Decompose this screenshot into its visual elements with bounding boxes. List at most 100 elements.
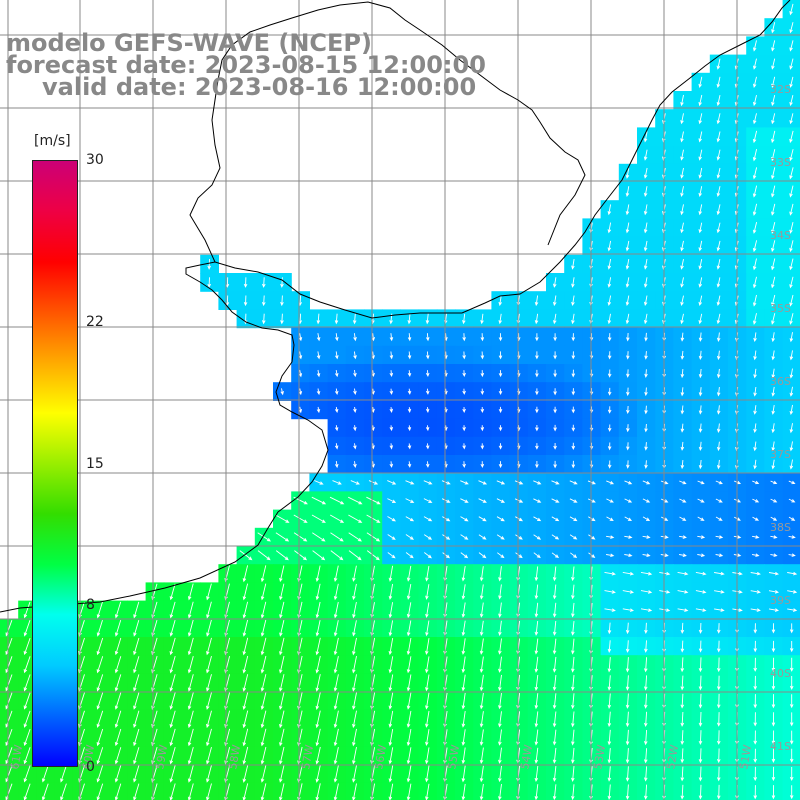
wind-arrow — [571, 566, 575, 582]
wind-arrow — [607, 442, 612, 451]
wind-arrow — [752, 294, 757, 307]
wind-arrow — [206, 637, 212, 656]
wind-arrow — [789, 294, 794, 307]
wind-arrow — [698, 94, 703, 107]
wind-arrow — [644, 442, 648, 451]
wind-arrow — [279, 746, 285, 765]
wind-arrow — [426, 333, 430, 342]
wind-arrow — [406, 638, 412, 656]
wind-arrow — [387, 516, 396, 522]
wind-arrow — [752, 76, 757, 89]
wind-arrow — [789, 130, 794, 144]
wind-arrow — [607, 369, 612, 378]
wind-arrow — [552, 566, 557, 582]
wind-arrow — [534, 674, 539, 692]
wind-arrow — [677, 571, 689, 576]
wind-arrow — [677, 590, 689, 594]
wind-arrow — [169, 655, 176, 674]
wind-arrow — [311, 514, 326, 523]
wind-arrow — [771, 167, 776, 180]
wind-arrow — [624, 498, 633, 503]
wind-arrow — [312, 550, 326, 561]
wind-arrow — [604, 608, 616, 612]
wind-arrow — [770, 480, 778, 485]
wind-arrow — [789, 221, 794, 234]
wind-arrow — [333, 674, 339, 692]
wind-arrow — [698, 711, 703, 727]
wind-arrow — [316, 333, 321, 342]
wind-arrow — [625, 675, 630, 691]
wind-arrow — [352, 583, 357, 601]
wind-arrow — [697, 535, 706, 539]
wind-arrow — [752, 113, 757, 125]
wind-arrow — [425, 584, 430, 600]
wind-arrow — [624, 480, 633, 485]
wind-arrow — [789, 94, 794, 107]
wind-arrow — [479, 638, 484, 655]
wind-arrow — [498, 388, 503, 396]
wind-arrow — [698, 423, 703, 433]
wind-arrow — [698, 350, 703, 361]
wind-arrow — [771, 694, 776, 709]
wind-arrow — [330, 550, 344, 561]
wind-arrow — [552, 747, 557, 764]
wind-arrow — [787, 571, 798, 576]
wind-arrow — [680, 693, 685, 709]
wind-arrow — [789, 276, 794, 289]
wind-arrow — [680, 441, 685, 451]
wind-arrow — [716, 167, 721, 179]
wind-arrow — [352, 637, 357, 656]
wind-arrow — [714, 571, 725, 576]
wind-arrow — [114, 619, 122, 637]
wind-arrow — [496, 498, 506, 503]
wind-arrow — [697, 553, 706, 558]
wind-arrow — [771, 113, 776, 125]
wind-arrow — [352, 620, 357, 637]
wind-arrow — [643, 766, 648, 782]
wind-arrow — [571, 621, 575, 636]
wind-arrow — [387, 480, 397, 485]
wind-arrow — [425, 388, 430, 395]
wind-arrow — [789, 641, 794, 653]
wind-arrow — [771, 221, 776, 234]
wind-arrow — [607, 313, 612, 325]
title-valid-date: valid date: 2023-08-16 12:00:00 — [42, 73, 477, 101]
wind-arrow — [643, 149, 648, 161]
wind-arrow — [604, 590, 616, 594]
wind-arrow — [423, 516, 433, 522]
wind-arrow — [571, 388, 576, 396]
wind-arrow — [534, 765, 539, 783]
wind-arrow — [114, 637, 122, 656]
wind-arrow — [425, 710, 430, 728]
wind-arrow — [187, 674, 194, 692]
wind-arrow — [334, 443, 339, 450]
wind-arrow — [535, 388, 539, 396]
wind-arrow — [679, 553, 687, 558]
wind-arrow — [498, 765, 502, 783]
longitude-label: 61W — [8, 744, 25, 771]
wind-arrow — [442, 552, 451, 559]
wind-arrow — [698, 295, 703, 306]
wind-arrow — [771, 405, 775, 415]
wind-arrow — [353, 461, 357, 469]
wind-arrow — [640, 590, 653, 594]
wind-arrow — [698, 277, 703, 288]
wind-arrow — [462, 425, 466, 432]
longitude-label: 51W — [737, 744, 754, 771]
wind-arrow — [752, 94, 757, 107]
wind-arrow — [461, 674, 466, 692]
wind-arrow — [789, 350, 794, 361]
wind-arrow — [479, 711, 484, 728]
wind-arrow — [479, 783, 484, 800]
wind-arrow — [552, 602, 557, 618]
wind-arrow — [753, 368, 757, 379]
wind-arrow — [571, 369, 576, 378]
wind-arrow — [169, 765, 176, 783]
wind-arrow — [607, 460, 612, 469]
wind-arrow — [677, 608, 689, 612]
wind-arrow — [260, 601, 267, 619]
wind-arrow — [187, 746, 194, 765]
wind-arrow — [752, 130, 758, 144]
wind-arrow — [480, 388, 485, 396]
wind-arrow — [680, 460, 685, 470]
